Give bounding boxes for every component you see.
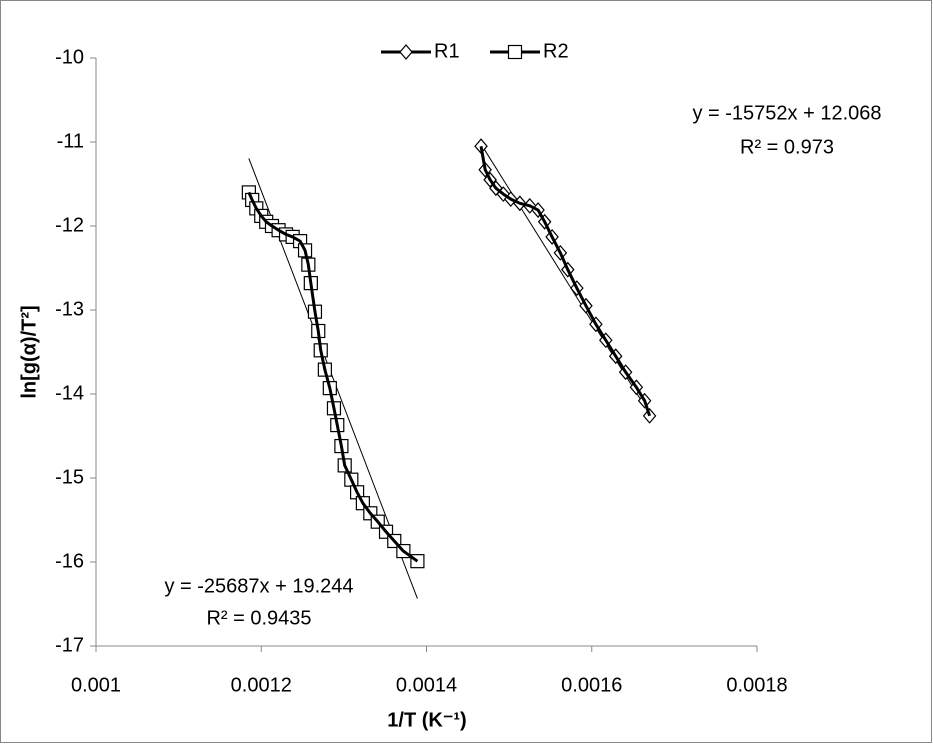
- legend-label: R2: [543, 40, 569, 62]
- trendline-equation: y = -25687x + 19.244: [164, 575, 353, 597]
- y-tick-label: -12: [55, 214, 84, 236]
- y-tick-label: -14: [55, 382, 84, 404]
- y-tick-label: -15: [55, 466, 84, 488]
- y-tick-label: -16: [55, 550, 84, 572]
- y-tick-label: -10: [55, 46, 84, 68]
- legend-marker: [507, 44, 523, 60]
- y-axis-title: ln[g(α)/T²]: [18, 305, 40, 398]
- x-tick-label: 0.0014: [396, 674, 457, 696]
- legend-marker: [399, 44, 413, 60]
- trendline-equation: y = -15752x + 12.068: [692, 102, 881, 124]
- series-line: [479, 145, 652, 417]
- x-axis-title: 1/T (K⁻¹): [387, 709, 466, 731]
- y-tick-label: -13: [55, 298, 84, 320]
- marker: [642, 407, 657, 424]
- x-tick-label: 0.001: [71, 674, 121, 696]
- x-tick-label: 0.0018: [726, 674, 787, 696]
- legend-label: R1: [434, 40, 460, 62]
- series-line: [247, 191, 419, 563]
- x-tick-label: 0.0012: [231, 674, 292, 696]
- y-tick-label: -17: [55, 634, 84, 656]
- y-tick-label: -11: [57, 130, 84, 152]
- trendline: [480, 143, 651, 415]
- x-tick-label: 0.0016: [561, 674, 622, 696]
- trendline-r2: R² = 0.9435: [206, 607, 311, 629]
- trendline-r2: R² = 0.973: [740, 136, 834, 158]
